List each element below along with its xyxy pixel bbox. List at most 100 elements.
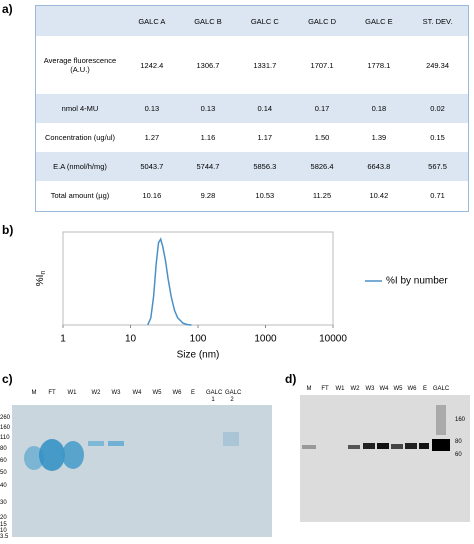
cell: 10.53 bbox=[255, 191, 275, 201]
marker-label: 20 bbox=[0, 515, 7, 521]
column-header: GALC D bbox=[308, 16, 336, 26]
band bbox=[39, 439, 65, 471]
row-label: nmol 4-MU bbox=[61, 104, 99, 113]
cell: 10.42 bbox=[369, 191, 389, 201]
table-row: Total amount (µg) 10.16 9.28 10.53 11.25 10.4… bbox=[36, 181, 469, 212]
cell: 5043.7 bbox=[140, 161, 164, 171]
band bbox=[432, 439, 450, 451]
cell: 1.27 bbox=[144, 132, 160, 142]
marker-label: 50 bbox=[0, 470, 7, 476]
panel-label: d) bbox=[285, 372, 297, 386]
lane-label: W5 bbox=[393, 386, 403, 392]
lane-label: FT bbox=[48, 390, 56, 396]
x-tick-label: 100 bbox=[190, 334, 207, 345]
panel-label: c) bbox=[2, 372, 13, 386]
band bbox=[223, 432, 239, 446]
x-tick-label: 10 bbox=[125, 334, 137, 345]
column-header: GALC B bbox=[194, 16, 222, 26]
cell: 0.13 bbox=[144, 104, 160, 113]
cell: 5856.3 bbox=[253, 161, 277, 171]
x-tick-label: 1 bbox=[60, 334, 66, 345]
marker-label: 3.5 bbox=[0, 534, 9, 540]
marker-label: 160 bbox=[455, 417, 466, 423]
band bbox=[302, 445, 316, 449]
cell: 1.50 bbox=[314, 132, 330, 142]
data-table: GALC A GALC B GALC C GALC D GALC E ST. DEV. Av… bbox=[35, 5, 469, 212]
lane-label: E bbox=[422, 386, 427, 392]
y-axis-label: %In bbox=[35, 271, 47, 287]
row-label: Concentration (ug/ul) bbox=[44, 132, 116, 142]
series-line bbox=[147, 237, 192, 326]
plot-frame bbox=[62, 231, 334, 326]
lane-label: FT bbox=[321, 386, 329, 392]
band bbox=[62, 441, 84, 469]
cell: 249.34 bbox=[426, 60, 450, 70]
lane-label: W3 bbox=[111, 390, 121, 396]
table-row: Concentration (ug/ul) 1.27 1.16 1.17 1.50 1.3… bbox=[36, 123, 469, 152]
band bbox=[348, 445, 360, 449]
cell: 0.13 bbox=[200, 104, 216, 113]
marker-label: 80 bbox=[0, 446, 7, 452]
legend-label: %I by number bbox=[386, 276, 448, 287]
cell: 1707.1 bbox=[310, 60, 334, 70]
cell: 0.18 bbox=[371, 104, 387, 113]
lane-label: W1 bbox=[335, 386, 345, 392]
lane-label: W2 bbox=[350, 386, 360, 392]
marker-label: 15 bbox=[0, 522, 7, 528]
marker-label: 60 bbox=[455, 452, 462, 458]
x-tick-label: 1000 bbox=[254, 334, 277, 345]
cell: 567.5 bbox=[428, 161, 447, 171]
y-label-main: %I bbox=[35, 275, 46, 287]
cell: 6643.8 bbox=[367, 161, 391, 171]
cell: 1242.4 bbox=[140, 60, 164, 70]
cell: 1306.7 bbox=[196, 60, 220, 70]
cell: 1.16 bbox=[200, 132, 216, 142]
cell: 0.15 bbox=[430, 132, 445, 142]
x-axis-label: Size (nm) bbox=[177, 350, 220, 361]
lane-label: W4 bbox=[132, 390, 142, 396]
cell: 10.16 bbox=[142, 191, 162, 201]
cell: 0.71 bbox=[430, 191, 445, 201]
cell: 1331.7 bbox=[253, 60, 277, 70]
marker-label: 10 bbox=[0, 528, 7, 534]
band bbox=[419, 443, 429, 449]
cell: 0.17 bbox=[314, 104, 330, 113]
table-row: E.A (nmol/h/mg) 5043.7 5744.7 5856.3 5826.4 6… bbox=[35, 151, 469, 181]
band bbox=[108, 441, 124, 446]
marker-label: 260 bbox=[0, 415, 11, 421]
row-label: Total amount (µg) bbox=[50, 191, 110, 201]
lane-label: W6 bbox=[172, 390, 182, 396]
lane-label: GALC 1 bbox=[206, 390, 223, 403]
band bbox=[405, 443, 417, 449]
lane-label: GALC bbox=[432, 386, 450, 392]
table-row: nmol 4-MU 0.13 0.13 0.14 0.17 0.18 0.02 bbox=[35, 94, 469, 123]
band bbox=[363, 443, 375, 449]
lane-label: W6 bbox=[407, 386, 417, 392]
band bbox=[377, 443, 389, 449]
x-tick-label: 10000 bbox=[319, 334, 347, 345]
marker-label: 30 bbox=[0, 500, 7, 506]
column-header: GALC A bbox=[138, 16, 166, 26]
lane-label: M bbox=[306, 386, 312, 392]
cell: 0.02 bbox=[430, 104, 445, 113]
table-row: Average fluorescence (A.U.) 1242.4 1306.7 1… bbox=[36, 36, 469, 94]
panel-label: b) bbox=[2, 223, 14, 237]
band bbox=[24, 446, 44, 470]
lane-label: GALC 2 bbox=[225, 390, 242, 403]
marker-label: 160 bbox=[0, 425, 11, 431]
cell: 11.25 bbox=[312, 191, 332, 201]
lane-label: W1 bbox=[67, 390, 77, 396]
header-row: GALC A GALC B GALC C GALC D GALC E ST. DEV. bbox=[35, 5, 469, 37]
cell: 1778.1 bbox=[367, 60, 391, 70]
column-header: GALC C bbox=[250, 16, 279, 26]
lane-label: W3 bbox=[365, 386, 375, 392]
band bbox=[391, 444, 403, 449]
column-header: ST. DEV. bbox=[422, 16, 453, 26]
cell: 5744.7 bbox=[196, 161, 220, 171]
marker-label: 60 bbox=[0, 458, 7, 464]
lane-label: E bbox=[190, 390, 195, 396]
column-header: GALC E bbox=[365, 16, 393, 26]
gel-c bbox=[12, 405, 272, 537]
marker-label: 110 bbox=[0, 435, 10, 441]
